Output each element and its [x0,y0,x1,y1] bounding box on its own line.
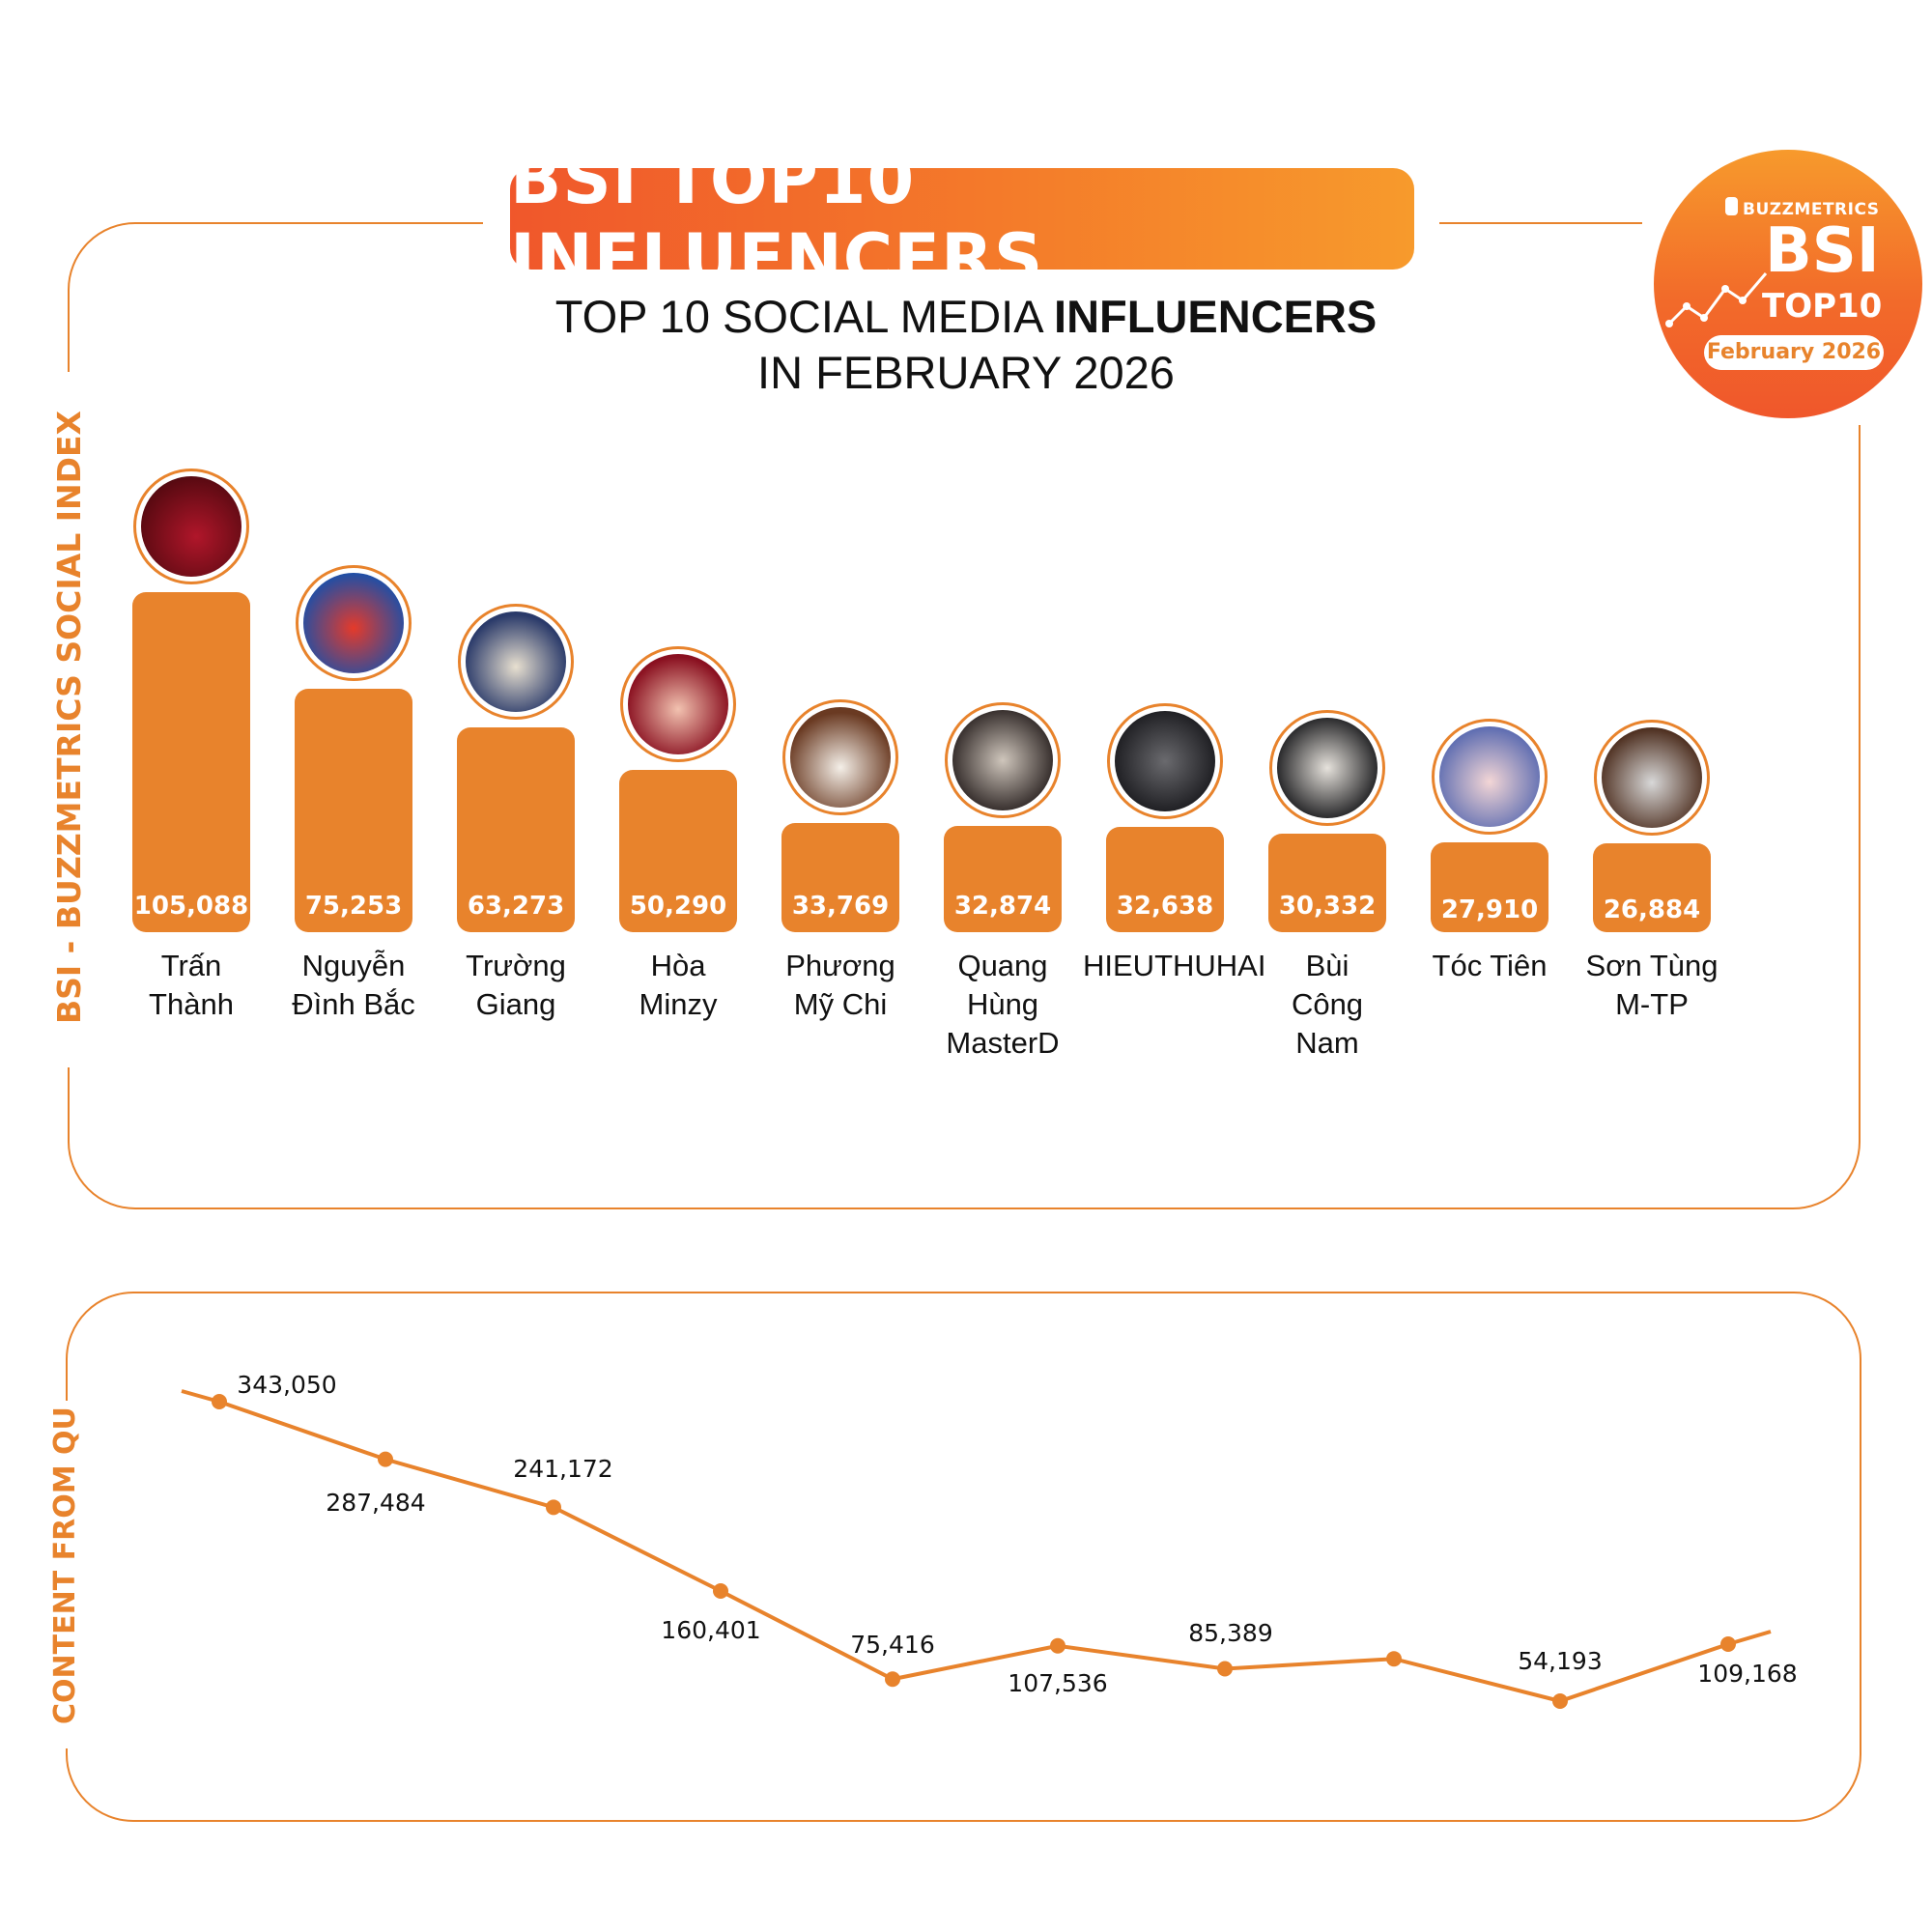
frame-gap-left [58,372,79,1067]
bar-value-label: 26,884 [1603,895,1701,924]
avatar [782,698,898,815]
bar-value-label: 32,638 [1116,892,1214,921]
bar-value-label: 32,874 [953,892,1052,921]
bar [457,727,575,932]
line-point [1720,1636,1736,1653]
subtitle-line-1: TOP 10 SOCIAL MEDIA INFLUENCERS [386,290,1546,343]
bar-value-label: 63,273 [467,892,565,921]
bar [1106,826,1224,932]
line-value-label: 85,389 [1188,1618,1273,1647]
line-value-label: 107,536 [1008,1668,1108,1697]
avatar [458,604,574,721]
line-point [1552,1693,1568,1709]
line-point [378,1451,393,1467]
line-point [885,1671,900,1688]
avatar [133,469,249,584]
frame-gap-left-2 [56,1401,77,1748]
bar-value-label: 27,910 [1440,895,1539,924]
bar-category-label: Trường Giang [466,949,566,1021]
line-value-label: 287,484 [326,1488,426,1517]
avatar [296,564,412,681]
bar [781,822,899,932]
bar [1268,834,1386,932]
bar-value-label: 50,290 [629,892,727,921]
badge-brand: BUZZMETRICS [1743,200,1880,219]
bar-value-label: 105,088 [133,892,249,921]
avatar [1107,702,1223,819]
subtitle-regular: TOP 10 SOCIAL MEDIA [554,291,1041,342]
bar [1431,841,1548,932]
line-value-label: 109,168 [1697,1660,1798,1688]
line-value-label: 54,193 [1518,1647,1603,1675]
avatar [620,645,736,762]
line-point [1217,1661,1233,1677]
bar [132,592,250,932]
bar [1593,843,1711,932]
avatar [1269,710,1385,827]
bar-value-label: 30,332 [1278,892,1377,921]
bar-category-label: Tóc Tiên [1432,949,1548,982]
line-point [212,1394,227,1409]
line-value-label: 160,401 [661,1616,761,1645]
bar-category-label: HIEUTHUHAI [1083,949,1266,982]
bar [295,688,412,932]
bar-category-label: Nguyễn Đình Bắc [292,949,415,1021]
avatar [1594,720,1710,836]
buzzmetrics-logo-icon [1725,197,1738,215]
line-value-label: 241,172 [513,1455,613,1484]
line-point [546,1499,561,1516]
bar-category-label: Hòa Minzy [639,949,718,1021]
subtitle-line-2: IN FEBRUARY 2026 [757,347,1175,398]
line-point [1050,1637,1065,1654]
line-value-label: 75,416 [850,1631,935,1660]
badge-date: February 2026 [1704,335,1884,370]
badge-big: BSI [1765,215,1880,287]
bar-category-label: Quang Hùng MasterD [946,949,1060,1060]
bar-category-label: Trấn Thành [149,949,234,1021]
bar-category-label: Sơn Tùng M-TP [1585,949,1719,1021]
bar [619,769,737,932]
line-value-label: 343,050 [237,1371,337,1399]
line-point [1386,1651,1402,1667]
bar-category-label: Bùi Công Nam [1291,949,1364,1060]
subtitle-bold: INFLUENCERS [1054,291,1378,342]
bar-value-label: 33,769 [791,892,890,921]
bsi-badge: BUZZMETRICS BSI TOP10 February 2026 [1654,150,1922,418]
bar [944,825,1062,932]
line-point [713,1583,728,1600]
line-series [181,1389,1772,1704]
bar-value-label: 75,253 [304,892,403,921]
trend-line-icon [1665,272,1768,327]
bar-category-label: Phương Mỹ Chi [785,949,895,1021]
badge-top: TOP10 [1762,287,1883,326]
avatar [945,701,1061,818]
avatar [1432,718,1548,835]
